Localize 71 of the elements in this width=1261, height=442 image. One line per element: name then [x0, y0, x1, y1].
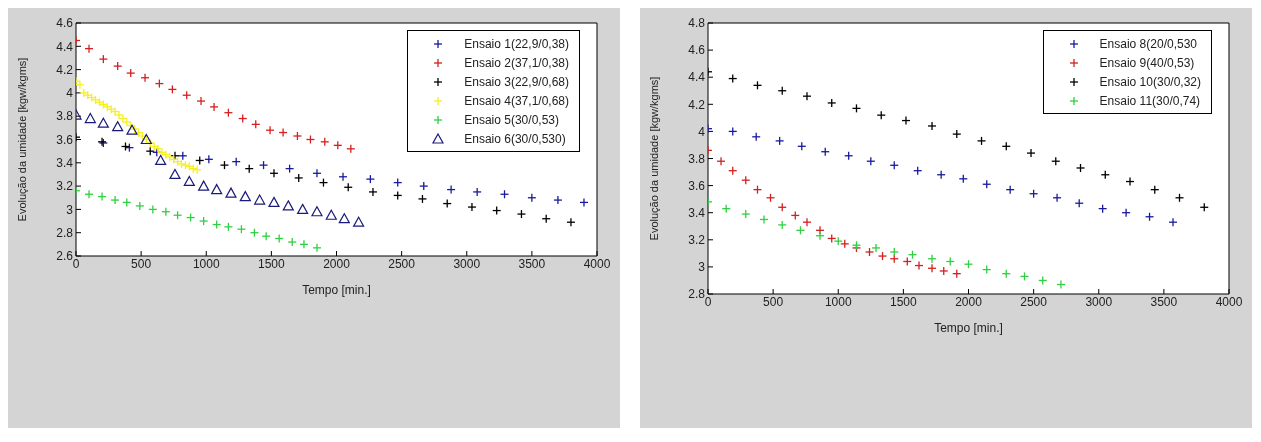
y-tick-label: 2.8 [688, 287, 706, 302]
y-axis-title: Evolução da umidade [kgw/kgms] [647, 76, 660, 241]
x-tick-label: 500 [131, 256, 152, 271]
x-tick-label: 3500 [518, 256, 546, 271]
y-tick-label: 3.6 [56, 132, 74, 147]
x-tick-label: 2500 [1020, 294, 1048, 309]
x-tick-label: 2000 [955, 294, 983, 309]
legend-label: Ensaio 4(37,1/0,68) [464, 93, 569, 108]
y-tick-label: 4.6 [688, 43, 706, 58]
legend-label: Ensaio 3(22,9/0,68) [464, 74, 569, 89]
point [239, 190, 251, 202]
x-tick-label: 500 [763, 294, 784, 309]
point [325, 209, 337, 220]
legend-label: Ensaio 2(37,1/0,38) [464, 55, 569, 70]
y-tick-label: 3.2 [688, 233, 706, 248]
y-tick-label: 2.6 [56, 249, 74, 264]
x-tick-label: 3000 [453, 256, 481, 271]
point [338, 213, 350, 224]
x-tick-label: 0 [704, 294, 712, 309]
point [282, 200, 294, 211]
x-tick-label: 1000 [192, 256, 220, 271]
point [84, 112, 96, 124]
x-tick-label: 4000 [1215, 294, 1243, 309]
legend-label: Ensaio 11(30/0,74) [1099, 93, 1201, 108]
y-tick-label: 3.8 [56, 109, 74, 124]
x-axis-title: Tempo [min.] [302, 283, 371, 297]
x-tick-label: 1000 [824, 294, 852, 309]
legend-label: Ensaio 6(30/0,530) [464, 131, 566, 146]
point [268, 196, 280, 208]
y-tick-label: 4.8 [688, 16, 706, 31]
y-tick-label: 2.8 [56, 225, 74, 240]
x-axis-title: Tempo [min.] [934, 321, 1003, 335]
y-tick-label: 3 [66, 202, 74, 217]
point [254, 194, 266, 205]
point [297, 203, 309, 214]
x-tick-label: 2000 [323, 256, 351, 271]
point [198, 180, 210, 191]
point [353, 216, 365, 227]
point [225, 187, 237, 198]
y-tick-label: 4.6 [56, 16, 74, 31]
x-tick-label: 3500 [1150, 294, 1178, 309]
x-tick-label: 2500 [388, 256, 416, 271]
point [169, 168, 181, 180]
x-tick-label: 3000 [1085, 294, 1113, 309]
y-tick-label: 4.2 [56, 62, 74, 77]
legend-label: Ensaio 8(20/0,530 [1099, 36, 1197, 51]
y-tick-label: 3 [698, 260, 706, 275]
legend-label: Ensaio 1(22,9/0,38) [464, 36, 569, 51]
point [97, 117, 109, 128]
point [183, 175, 195, 187]
legend-label: Ensaio 10(30/0,32) [1099, 74, 1201, 89]
y-axis-title: Evolução da umidade [kgw/kgms] [15, 57, 28, 222]
x-tick-label: 1500 [890, 294, 918, 309]
y-tick-label: 4.4 [688, 70, 706, 85]
x-tick-label: 4000 [583, 256, 611, 271]
y-tick-label: 4.2 [688, 97, 706, 112]
x-tick-label: 0 [72, 256, 80, 271]
y-tick-label: 3.4 [688, 205, 706, 220]
y-tick-label: 3.2 [56, 179, 74, 194]
y-tick-label: 4 [66, 86, 74, 101]
legend-label: Ensaio 9(40/0,53) [1099, 55, 1195, 70]
point [211, 184, 223, 195]
x-tick-label: 1500 [258, 256, 286, 271]
y-tick-label: 3.6 [688, 178, 706, 193]
y-tick-label: 4 [698, 124, 706, 139]
y-tick-label: 3.8 [688, 151, 706, 166]
y-tick-label: 3.4 [56, 156, 74, 171]
legend-label: Ensaio 5(30/0,53) [464, 112, 559, 127]
y-tick-label: 4.4 [56, 39, 74, 54]
point [311, 206, 323, 217]
point [112, 121, 124, 132]
